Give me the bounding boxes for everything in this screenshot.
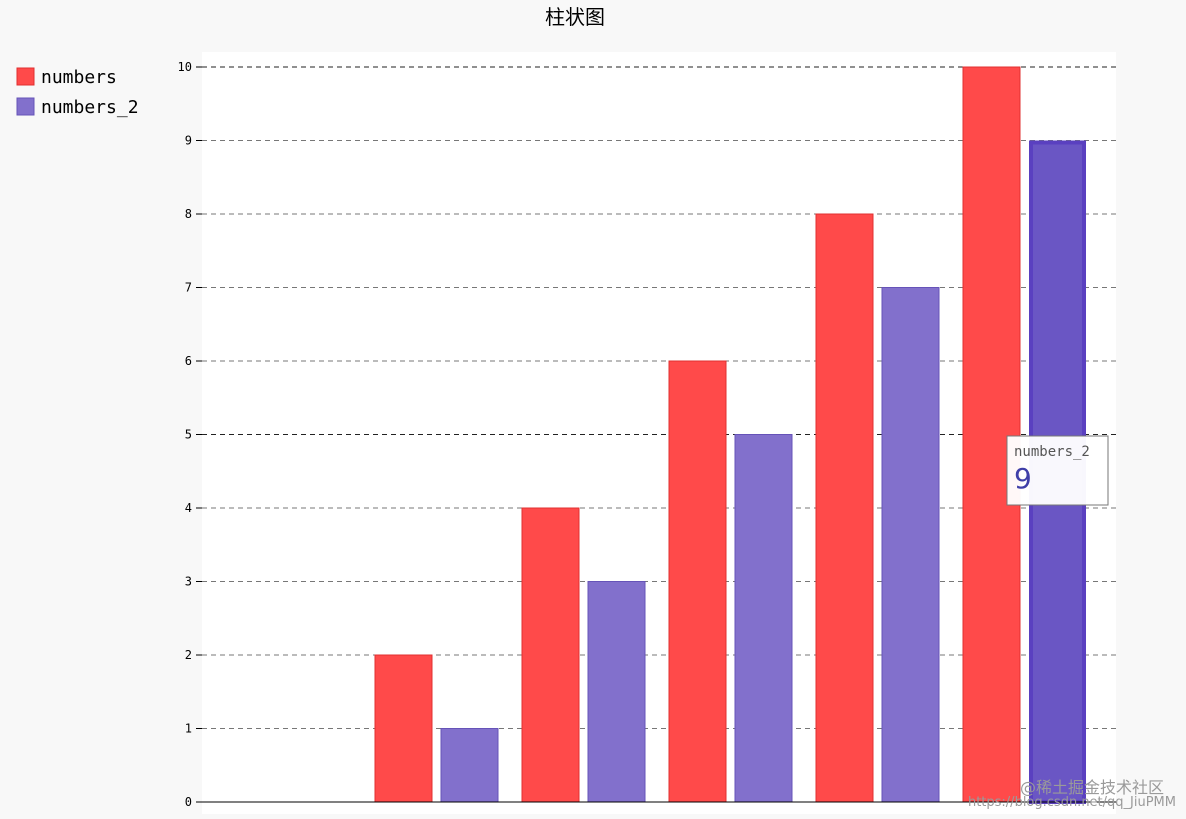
y-tick-label: 4: [185, 501, 192, 515]
bar-numbers-3[interactable]: [668, 360, 727, 803]
y-tick-label: 2: [185, 648, 192, 662]
bar-numbers-5[interactable]: [962, 66, 1021, 803]
y-tick-label: 9: [185, 134, 192, 148]
bar-numbers_2-4[interactable]: [881, 287, 940, 803]
watermark-url: https://blog.csdn.net/qq_JiuPMM: [968, 795, 1176, 810]
tooltip-value: 9: [1014, 462, 1032, 495]
chart-title: 柱状图: [545, 5, 605, 29]
bar-numbers-4[interactable]: [815, 213, 874, 803]
bar-numbers-2[interactable]: [521, 507, 580, 803]
legend-label-numbers[interactable]: numbers: [41, 67, 117, 88]
y-tick-label: 0: [185, 795, 192, 809]
legend-swatch-numbers[interactable]: [16, 67, 35, 86]
tooltip-box: [1006, 435, 1109, 506]
tooltip-series-name: numbers_2: [1014, 444, 1090, 460]
watermark: @稀土掘金技术社区: [1020, 778, 1164, 797]
legend: numbers numbers_2: [16, 67, 139, 118]
y-tick-label: 10: [178, 60, 192, 74]
bar-numbers_2-3[interactable]: [734, 434, 793, 803]
y-tick-labels: 0 1 2 3 4 5 6 7 8 9 10: [178, 60, 202, 809]
y-tick-label: 1: [185, 722, 192, 736]
y-tick-label: 8: [185, 207, 192, 221]
bar-numbers_2-2[interactable]: [587, 581, 646, 803]
y-tick-label: 5: [185, 428, 192, 442]
bar-numbers_2-1[interactable]: [440, 728, 499, 803]
bar-numbers-1[interactable]: [374, 654, 433, 803]
bars: [374, 66, 1086, 804]
y-tick-label: 3: [185, 575, 192, 589]
y-tick-label: 7: [185, 281, 192, 295]
tooltip: numbers_2 9: [1006, 435, 1109, 506]
legend-label-numbers_2[interactable]: numbers_2: [41, 97, 139, 118]
legend-swatch-numbers_2[interactable]: [16, 97, 35, 116]
y-tick-label: 6: [185, 354, 192, 368]
